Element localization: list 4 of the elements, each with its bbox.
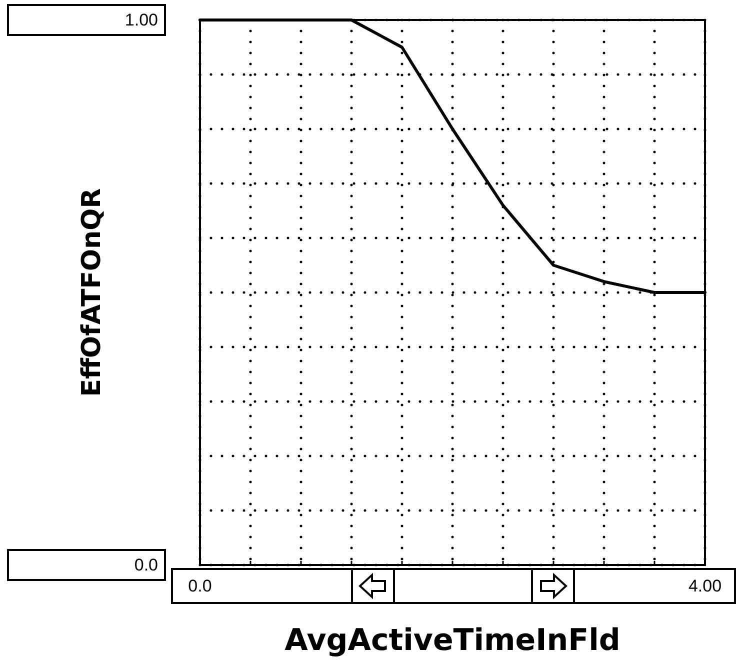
y-axis-title: EffOfATFOnQR	[77, 188, 107, 397]
y-tick-label: 1.00	[124, 10, 158, 30]
x-tick-label: 4.00	[688, 576, 722, 596]
x-axis-title: AvgActiveTimeInFld	[284, 623, 620, 658]
